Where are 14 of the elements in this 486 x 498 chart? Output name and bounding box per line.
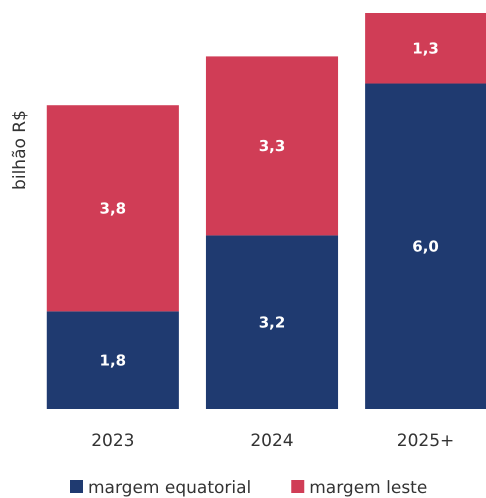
x-tick-label: 2023	[91, 431, 134, 451]
data-label: 1,3	[412, 40, 439, 58]
x-tick-label: 2025+	[396, 431, 454, 451]
bar	[46, 105, 179, 312]
bar	[46, 311, 179, 409]
data-label: 3,3	[258, 137, 286, 156]
data-label: 1,8	[100, 351, 126, 370]
legend-label: margem equatorial	[88, 478, 252, 498]
y-axis-title: bilhão R$	[10, 110, 30, 190]
data-label: 3,8	[100, 200, 126, 218]
legend-label: margem leste	[309, 478, 428, 498]
x-tick-label: 2024	[250, 431, 294, 451]
data-label: 6,0	[412, 238, 439, 256]
data-label: 3,2	[258, 313, 286, 332]
